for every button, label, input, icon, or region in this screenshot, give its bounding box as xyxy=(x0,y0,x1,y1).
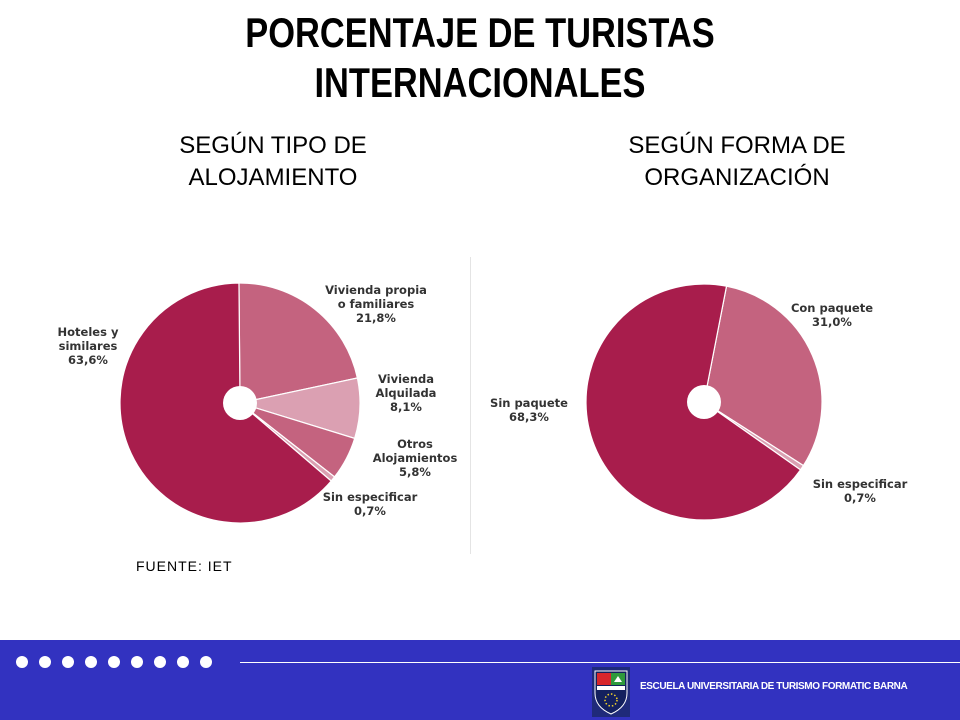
slice-label-line: 0,7% xyxy=(844,491,876,505)
slice-label-line: 68,3% xyxy=(509,410,549,424)
slice-label-line: Sin especificar xyxy=(323,490,418,504)
slice-label: Hoteles y similares 63,6% xyxy=(58,325,119,367)
slice-label: Con paquete 31,0% xyxy=(791,301,873,329)
footer-bar: ESCUELA UNIVERSITARIA DE TURISMO FORMATI… xyxy=(0,640,960,720)
slice-label: Sin especificar 0,7% xyxy=(813,477,908,505)
slice-label-line: Sin paquete xyxy=(490,396,568,410)
footer-dot xyxy=(108,656,120,668)
footer-dot xyxy=(85,656,97,668)
left-subtitle-line-2: ALOJAMIENTO xyxy=(188,164,358,191)
slice-label-line: Vivienda xyxy=(378,372,434,386)
slice-label: Vivienda Alquilada 8,1% xyxy=(376,372,437,414)
slice-label-line: Hoteles y xyxy=(58,325,119,339)
slice-label-line: o familiares xyxy=(338,297,415,311)
slice-label: Sin paquete 68,3% xyxy=(490,396,568,424)
pie-center-hole xyxy=(223,386,257,420)
slice-label-line: similares xyxy=(59,339,118,353)
slice-label-line: 63,6% xyxy=(68,353,108,367)
slice-label: Vivienda propia o familiares 21,8% xyxy=(325,283,427,325)
school-name: ESCUELA UNIVERSITARIA DE TURISMO FORMATI… xyxy=(640,681,908,692)
chart-divider xyxy=(470,257,471,554)
slice-label-line: 5,8% xyxy=(399,465,431,479)
title-line-1: PORCENTAJE DE TURISTAS xyxy=(245,9,715,56)
right-subtitle-line-1: SEGÚN FORMA DE xyxy=(628,132,846,159)
pie-chart-2 xyxy=(585,283,823,521)
slice-label-line: Vivienda propia xyxy=(325,283,427,297)
footer-rule xyxy=(240,662,960,663)
footer-dot xyxy=(62,656,74,668)
footer-dots xyxy=(16,656,212,668)
slice-label: Sin especificar 0,7% xyxy=(323,490,418,518)
slice-label-line: 31,0% xyxy=(812,315,852,329)
footer-dot xyxy=(16,656,28,668)
slice-label-line: Alquilada xyxy=(376,386,437,400)
footer-dot xyxy=(39,656,51,668)
pie-slice xyxy=(238,282,359,404)
pie-chart-1 xyxy=(119,282,361,524)
slice-label-line: Alojamientos xyxy=(373,451,458,465)
right-subtitle-line-2: ORGANIZACIÓN xyxy=(644,164,830,191)
slice-label-line: Otros xyxy=(397,437,433,451)
footer-dot xyxy=(154,656,166,668)
title-line-2: INTERNACIONALES xyxy=(314,59,646,106)
school-logo xyxy=(592,667,630,717)
slice-label-line: Con paquete xyxy=(791,301,873,315)
pie-charts: Vivienda propia o familiares 21,8%Vivienda… xyxy=(58,282,908,524)
slice-label: Otros Alojamientos 5,8% xyxy=(373,437,458,479)
slice-label-line: 0,7% xyxy=(354,504,386,518)
left-chart-subtitle: SEGÚN TIPO DE ALOJAMIENTO xyxy=(113,130,433,194)
footer-dot xyxy=(177,656,189,668)
source-note: FUENTE: IET xyxy=(136,558,233,574)
footer-dot xyxy=(131,656,143,668)
footer-dot xyxy=(200,656,212,668)
slice-label-line: 21,8% xyxy=(356,311,396,325)
right-chart-subtitle: SEGÚN FORMA DE ORGANIZACIÓN xyxy=(577,130,897,194)
slice-label-line: 8,1% xyxy=(390,400,422,414)
pie-center-hole xyxy=(687,385,721,419)
slide-title: PORCENTAJE DE TURISTAS INTERNACIONALES xyxy=(86,8,873,108)
left-subtitle-line-1: SEGÚN TIPO DE xyxy=(179,132,367,159)
slice-label-line: Sin especificar xyxy=(813,477,908,491)
